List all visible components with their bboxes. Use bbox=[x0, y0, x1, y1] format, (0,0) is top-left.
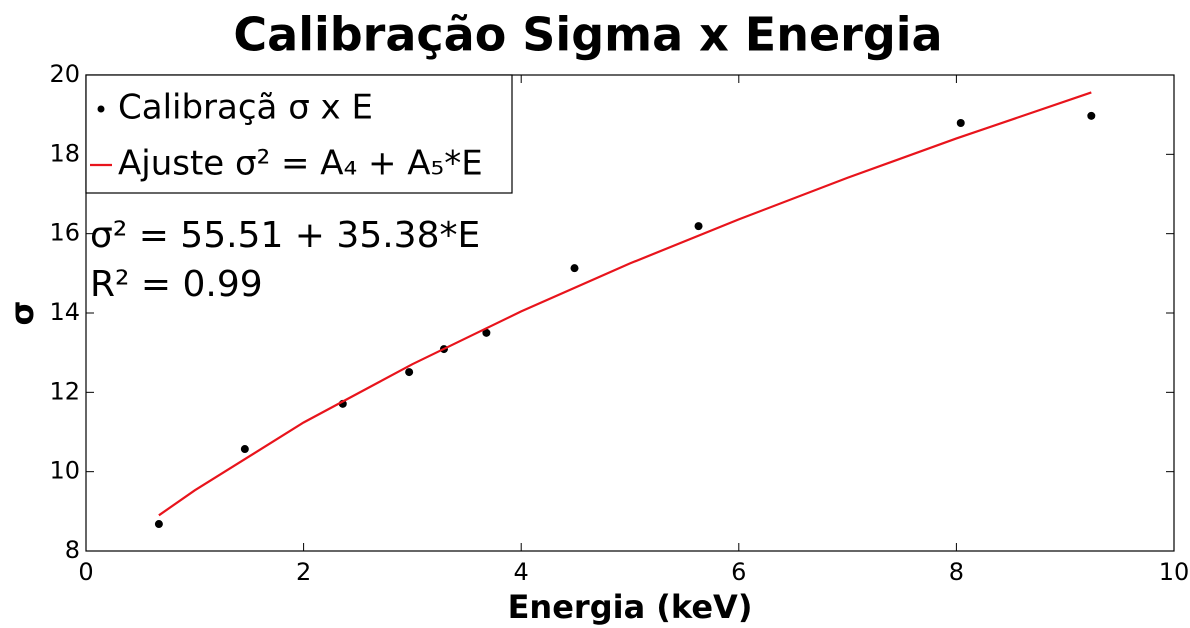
data-point bbox=[482, 328, 491, 337]
data-point bbox=[570, 264, 579, 273]
x-tick-label: 2 bbox=[296, 558, 311, 586]
data-point bbox=[405, 368, 414, 377]
y-tick-label: 16 bbox=[49, 219, 80, 247]
x-axis-label: Energia (keV) bbox=[508, 588, 753, 626]
fit-line bbox=[158, 91, 1092, 517]
legend-label: Ajuste σ² = A₄ + A₅*E bbox=[118, 144, 483, 184]
x-tick-label: 6 bbox=[731, 558, 746, 586]
legend-label: Calibraçã σ x E bbox=[118, 88, 373, 128]
y-tick-label: 12 bbox=[49, 377, 80, 405]
x-tick-label: 10 bbox=[1159, 558, 1190, 586]
annotation: R² = 0.99 bbox=[90, 264, 263, 305]
legend-box bbox=[85, 74, 513, 194]
x-tick-label: 4 bbox=[514, 558, 529, 586]
data-point bbox=[154, 520, 163, 529]
chart-title: Calibração Sigma x Energia bbox=[233, 8, 942, 62]
data-point bbox=[956, 118, 965, 127]
y-tick-label: 18 bbox=[49, 139, 80, 167]
y-tick-label: 20 bbox=[49, 60, 80, 88]
data-point bbox=[240, 445, 249, 454]
annotation: σ² = 55.51 + 35.38*E bbox=[90, 215, 480, 256]
y-tick-label: 8 bbox=[65, 536, 80, 564]
legend-marker bbox=[97, 105, 105, 113]
x-tick-label: 8 bbox=[949, 558, 964, 586]
y-tick-label: 14 bbox=[49, 298, 80, 326]
data-point bbox=[694, 222, 703, 231]
y-axis-label: σ bbox=[3, 301, 41, 326]
y-tick-label: 10 bbox=[49, 457, 80, 485]
x-tick-label: 0 bbox=[78, 558, 93, 586]
data-point bbox=[1087, 111, 1096, 120]
